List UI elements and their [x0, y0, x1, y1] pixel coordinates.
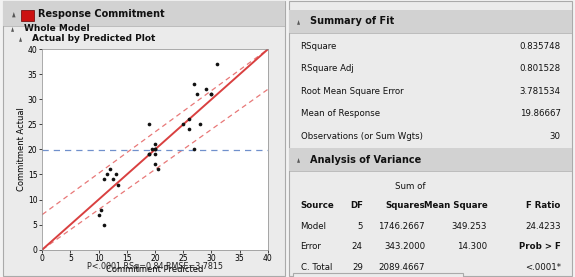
Point	[97, 207, 106, 212]
Text: DF: DF	[350, 201, 363, 210]
Text: Summary of Fit: Summary of Fit	[310, 16, 394, 26]
X-axis label: Commitment Predicted: Commitment Predicted	[106, 265, 204, 274]
Text: 1746.2667: 1746.2667	[378, 222, 425, 231]
Text: Prob > F: Prob > F	[519, 242, 561, 251]
Text: 0.835748: 0.835748	[520, 42, 561, 51]
Text: ◄: ◄	[296, 19, 301, 24]
Text: Source: Source	[301, 201, 334, 210]
Text: 24: 24	[352, 242, 363, 251]
Text: F Ratio: F Ratio	[527, 201, 561, 210]
Point	[201, 87, 210, 92]
Point	[196, 122, 205, 127]
Text: RSquare: RSquare	[301, 42, 337, 51]
Text: 29: 29	[352, 263, 363, 272]
Text: ◄: ◄	[296, 157, 301, 162]
Point	[151, 162, 160, 167]
Point	[179, 122, 188, 127]
Text: 19.86667: 19.86667	[520, 109, 561, 118]
Text: 24.4233: 24.4233	[525, 222, 561, 231]
Point	[190, 147, 199, 152]
Point	[193, 92, 202, 97]
Y-axis label: Commitment Actual: Commitment Actual	[17, 107, 26, 191]
Text: <.0001*: <.0001*	[525, 263, 561, 272]
Point	[145, 152, 154, 157]
Bar	[289, 10, 572, 33]
Text: 14.300: 14.300	[457, 242, 487, 251]
Point	[154, 167, 163, 172]
Point	[151, 147, 160, 152]
Text: Model: Model	[301, 222, 327, 231]
Bar	[3, 1, 285, 26]
Text: ◄: ◄	[18, 36, 24, 40]
Point	[207, 92, 216, 97]
Text: Error: Error	[301, 242, 321, 251]
Text: Whole Model: Whole Model	[24, 24, 90, 33]
Text: P<.0001 RSq=0.84 RMSE=3.7815: P<.0001 RSq=0.84 RMSE=3.7815	[87, 261, 223, 271]
Text: ◄: ◄	[10, 26, 15, 31]
Bar	[293, 273, 463, 277]
Text: C. Total: C. Total	[301, 263, 332, 272]
Point	[151, 142, 160, 147]
Text: Mean of Response: Mean of Response	[301, 109, 380, 118]
Text: Actual by Predicted Plot: Actual by Predicted Plot	[32, 34, 156, 43]
Point	[151, 152, 160, 157]
Point	[108, 177, 117, 182]
Text: 30: 30	[550, 132, 561, 141]
Bar	[21, 10, 34, 20]
Point	[102, 172, 112, 177]
Text: 3.781534: 3.781534	[520, 87, 561, 96]
Text: Mean Square: Mean Square	[424, 201, 487, 210]
Text: RSquare Adj: RSquare Adj	[301, 64, 353, 73]
Point	[184, 127, 193, 132]
Point	[99, 177, 109, 182]
Text: 0.801528: 0.801528	[520, 64, 561, 73]
Point	[207, 92, 216, 97]
Point	[114, 182, 123, 187]
Text: Response Commitment: Response Commitment	[38, 9, 164, 19]
Text: Root Mean Square Error: Root Mean Square Error	[301, 87, 403, 96]
Point	[212, 62, 221, 66]
Text: Sum of: Sum of	[394, 182, 425, 191]
Text: 5: 5	[357, 222, 363, 231]
Point	[145, 152, 154, 157]
Text: ◄: ◄	[10, 11, 16, 16]
Point	[148, 147, 157, 152]
Text: 343.2000: 343.2000	[384, 242, 425, 251]
Text: Squares: Squares	[385, 201, 425, 210]
Point	[151, 147, 160, 152]
Text: Analysis of Variance: Analysis of Variance	[310, 155, 421, 165]
Text: 349.253: 349.253	[452, 222, 487, 231]
Point	[94, 212, 103, 217]
Bar	[289, 148, 572, 171]
Point	[190, 82, 199, 87]
Point	[184, 117, 193, 122]
Point	[145, 122, 154, 127]
Point	[105, 167, 114, 172]
Text: 2089.4667: 2089.4667	[378, 263, 425, 272]
Point	[99, 222, 109, 227]
Text: Observations (or Sum Wgts): Observations (or Sum Wgts)	[301, 132, 423, 141]
Point	[111, 172, 120, 177]
